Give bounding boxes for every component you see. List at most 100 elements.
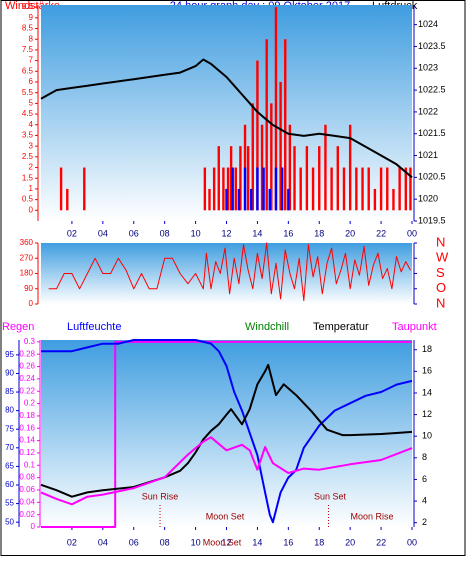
- y2-tick-label: 1020: [418, 194, 438, 204]
- y-tick-label: 0.5: [22, 195, 34, 204]
- y-tick-label: 4: [29, 120, 34, 129]
- y2-tick-label: O: [436, 280, 446, 295]
- legend-entry: Windchill: [245, 321, 289, 333]
- x-tick-label: 06: [129, 228, 139, 238]
- y-tick-label: 95: [5, 350, 14, 359]
- y-tick-label: 0.02: [19, 510, 35, 519]
- x-tick-label: 00: [407, 228, 417, 238]
- bar: [256, 60, 259, 211]
- bar: [246, 146, 250, 211]
- plot-background: [41, 340, 412, 527]
- bar: [203, 167, 207, 211]
- y-tick-label: 2.5: [22, 152, 34, 161]
- bar: [234, 167, 237, 211]
- y-tick-label: 7: [29, 56, 34, 65]
- y-tick-label: 0.1: [24, 460, 36, 469]
- y-tick-label: 0: [29, 299, 34, 308]
- y2-tick-label: 18: [422, 344, 432, 354]
- y2-tick-label: 2: [422, 517, 427, 527]
- y-tick-label: 2: [29, 163, 34, 172]
- y2-tick-label: 1019.5: [418, 215, 446, 225]
- line-series: [40, 436, 413, 506]
- bar: [229, 146, 233, 211]
- y-tick-label: 0.24: [19, 374, 35, 383]
- x-tick-label: 20: [345, 537, 355, 547]
- y-tick-label: 180: [20, 269, 34, 278]
- bar: [288, 124, 292, 211]
- y-tick-label: 3.5: [22, 131, 34, 140]
- bar: [208, 188, 211, 211]
- y2-tick-label: N: [436, 234, 445, 249]
- x-tick-label: 16: [283, 537, 293, 547]
- line-series: [48, 242, 411, 302]
- y-tick-label: 0.14: [19, 436, 35, 445]
- bar: [409, 167, 412, 211]
- y-tick-label: 0.22: [19, 386, 35, 395]
- y-tick-label: 360: [20, 238, 34, 247]
- y-tick-label: 90: [24, 284, 33, 293]
- y2-tick-label: 4: [422, 495, 427, 505]
- bar: [274, 7, 278, 211]
- x-tick-label: 12: [221, 537, 231, 547]
- x-tick-label: 16: [283, 228, 293, 238]
- x-tick-label: 06: [129, 537, 139, 547]
- y2-tick-label: 16: [422, 366, 432, 376]
- y-tick-label: 9: [29, 13, 34, 22]
- y-tick-label: 5: [29, 98, 34, 107]
- y-tick-label: 0.2: [24, 399, 36, 408]
- y2-tick-label: 1020.5: [418, 172, 446, 182]
- y-tick-label: 0.28: [19, 349, 35, 358]
- bar: [265, 39, 268, 211]
- y-tick-label: 55: [5, 499, 14, 508]
- y2-tick-label: 14: [422, 387, 432, 397]
- x-tick-label: 08: [160, 537, 170, 547]
- x-tick-label: 04: [98, 537, 108, 547]
- bar: [83, 167, 86, 211]
- y2-tick-label: W: [436, 250, 449, 265]
- x-tick-label: 00: [407, 537, 417, 547]
- y-tick-label: 8.5: [22, 24, 34, 33]
- y2-tick-label: 1023.5: [418, 41, 446, 51]
- y-tick-label: 0.3: [24, 337, 36, 346]
- y-tick-label: 65: [5, 462, 14, 471]
- y-tick-label: 60: [5, 480, 14, 489]
- bar: [226, 167, 230, 211]
- x-tick-label: 22: [376, 228, 386, 238]
- bar: [404, 167, 408, 211]
- bar: [330, 167, 333, 211]
- bar: [59, 167, 63, 211]
- x-tick-label: 14: [252, 228, 262, 238]
- bar: [239, 146, 242, 211]
- y2-tick-label: 12: [422, 409, 432, 419]
- legend-entry: Temperatur: [313, 321, 369, 333]
- bar: [398, 167, 401, 211]
- y-tick-label: 3: [29, 141, 34, 150]
- y2-tick-label: 1022.5: [418, 84, 446, 94]
- y2-tick-label: S: [436, 265, 445, 280]
- annotation: Moon Rise: [350, 511, 393, 521]
- y-tick-label: 0: [31, 522, 36, 531]
- bar: [318, 146, 321, 211]
- y-tick-label: 4.5: [22, 109, 34, 118]
- bar: [348, 124, 352, 211]
- bar: [392, 188, 395, 211]
- y-tick-label: 6.5: [22, 66, 34, 75]
- bar: [212, 167, 216, 211]
- y-tick-label: 1: [29, 184, 34, 193]
- bar: [66, 188, 69, 211]
- bar: [237, 188, 241, 211]
- x-tick-label: 02: [67, 228, 77, 238]
- annotation: Sun Set: [314, 491, 347, 501]
- annotation: Moon Set: [206, 511, 245, 521]
- y-tick-label: 70: [5, 443, 14, 452]
- y-tick-label: 85: [5, 387, 14, 396]
- y-tick-label: 80: [5, 406, 14, 415]
- plot-background: [41, 243, 412, 304]
- x-tick-label: 12: [221, 228, 231, 238]
- x-tick-label: 20: [345, 228, 355, 238]
- bar: [270, 103, 273, 211]
- y2-tick-label: 1024: [418, 19, 438, 29]
- bar: [250, 188, 253, 211]
